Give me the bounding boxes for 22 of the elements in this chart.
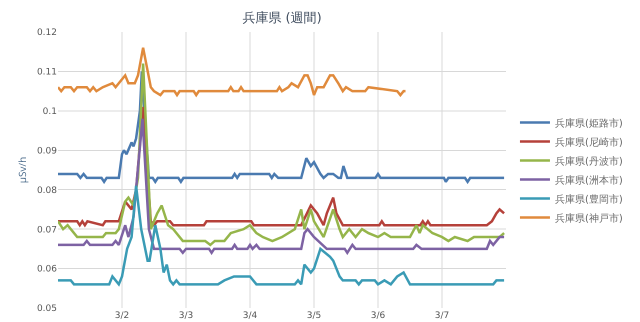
legend-label: 兵庫県(豊岡市) (554, 193, 623, 206)
x-tick-label: 3/2 (114, 311, 130, 321)
x-tick-label: 3/7 (434, 311, 450, 321)
legend-label: 兵庫県(姫路市) (554, 117, 623, 130)
y-tick-label: 0.1 (42, 107, 57, 118)
x-tick-label: 3/4 (242, 311, 258, 321)
y-tick-label: 0.11 (36, 68, 57, 78)
x-tick-label: 3/3 (178, 311, 194, 321)
y-tick-label: 0.05 (36, 304, 57, 314)
y-axis-title: μSv/h (14, 156, 29, 184)
legend-label: 兵庫県(丹波市) (554, 155, 623, 168)
y-tick-label: 0.07 (36, 225, 57, 236)
y-tick-label: 0.06 (36, 264, 58, 275)
y-tick-label: 0.09 (36, 146, 58, 156)
y-tick-label: 0.08 (36, 186, 58, 196)
legend-label: 兵庫県(洲本市) (554, 174, 623, 186)
y-tick-label: 0.12 (36, 28, 57, 38)
legend-label: 兵庫県(尼崎市) (554, 136, 623, 148)
legend-label: 兵庫県(神戸市) (554, 212, 623, 224)
x-tick-label: 3/6 (370, 311, 386, 321)
chart-title: 兵庫県 (週間) (242, 10, 322, 26)
x-tick-label: 3/5 (306, 311, 322, 321)
